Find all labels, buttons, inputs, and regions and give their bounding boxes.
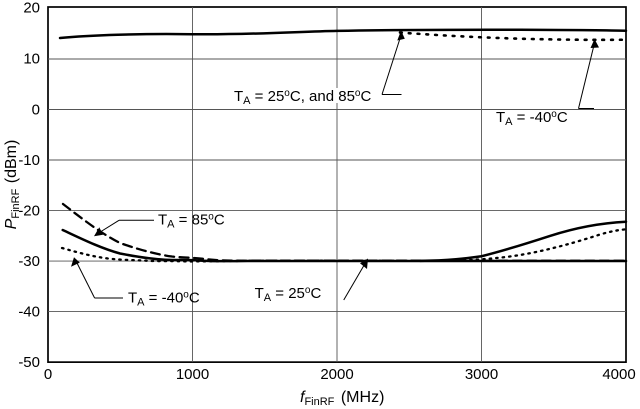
svg-text:-50: -50 — [18, 354, 40, 371]
svg-text:3000: 3000 — [465, 366, 498, 383]
svg-text:fFinRF (MHz): fFinRF (MHz) — [300, 389, 384, 408]
svg-text:TA = -40oC: TA = -40oC — [128, 289, 200, 308]
svg-text:4000: 4000 — [602, 366, 635, 383]
svg-text:0: 0 — [44, 366, 52, 383]
svg-text:TA = 85oC: TA = 85oC — [158, 212, 225, 231]
svg-text:2000: 2000 — [320, 366, 353, 383]
svg-text:TA = 25oC, and 85oC: TA = 25oC, and 85oC — [234, 88, 371, 107]
svg-text:-40: -40 — [18, 304, 40, 321]
svg-text:TA = -40oC: TA = -40oC — [496, 109, 568, 128]
svg-text:TA = 25oC: TA = 25oC — [255, 285, 322, 304]
svg-text:-30: -30 — [18, 253, 40, 270]
svg-text:10: 10 — [23, 51, 40, 68]
svg-text:PFinRF (dBm): PFinRF (dBm) — [3, 140, 22, 230]
svg-text:20: 20 — [23, 0, 40, 17]
svg-text:1000: 1000 — [176, 366, 209, 383]
svg-text:-10: -10 — [18, 152, 40, 169]
svg-text:0: 0 — [32, 102, 40, 119]
